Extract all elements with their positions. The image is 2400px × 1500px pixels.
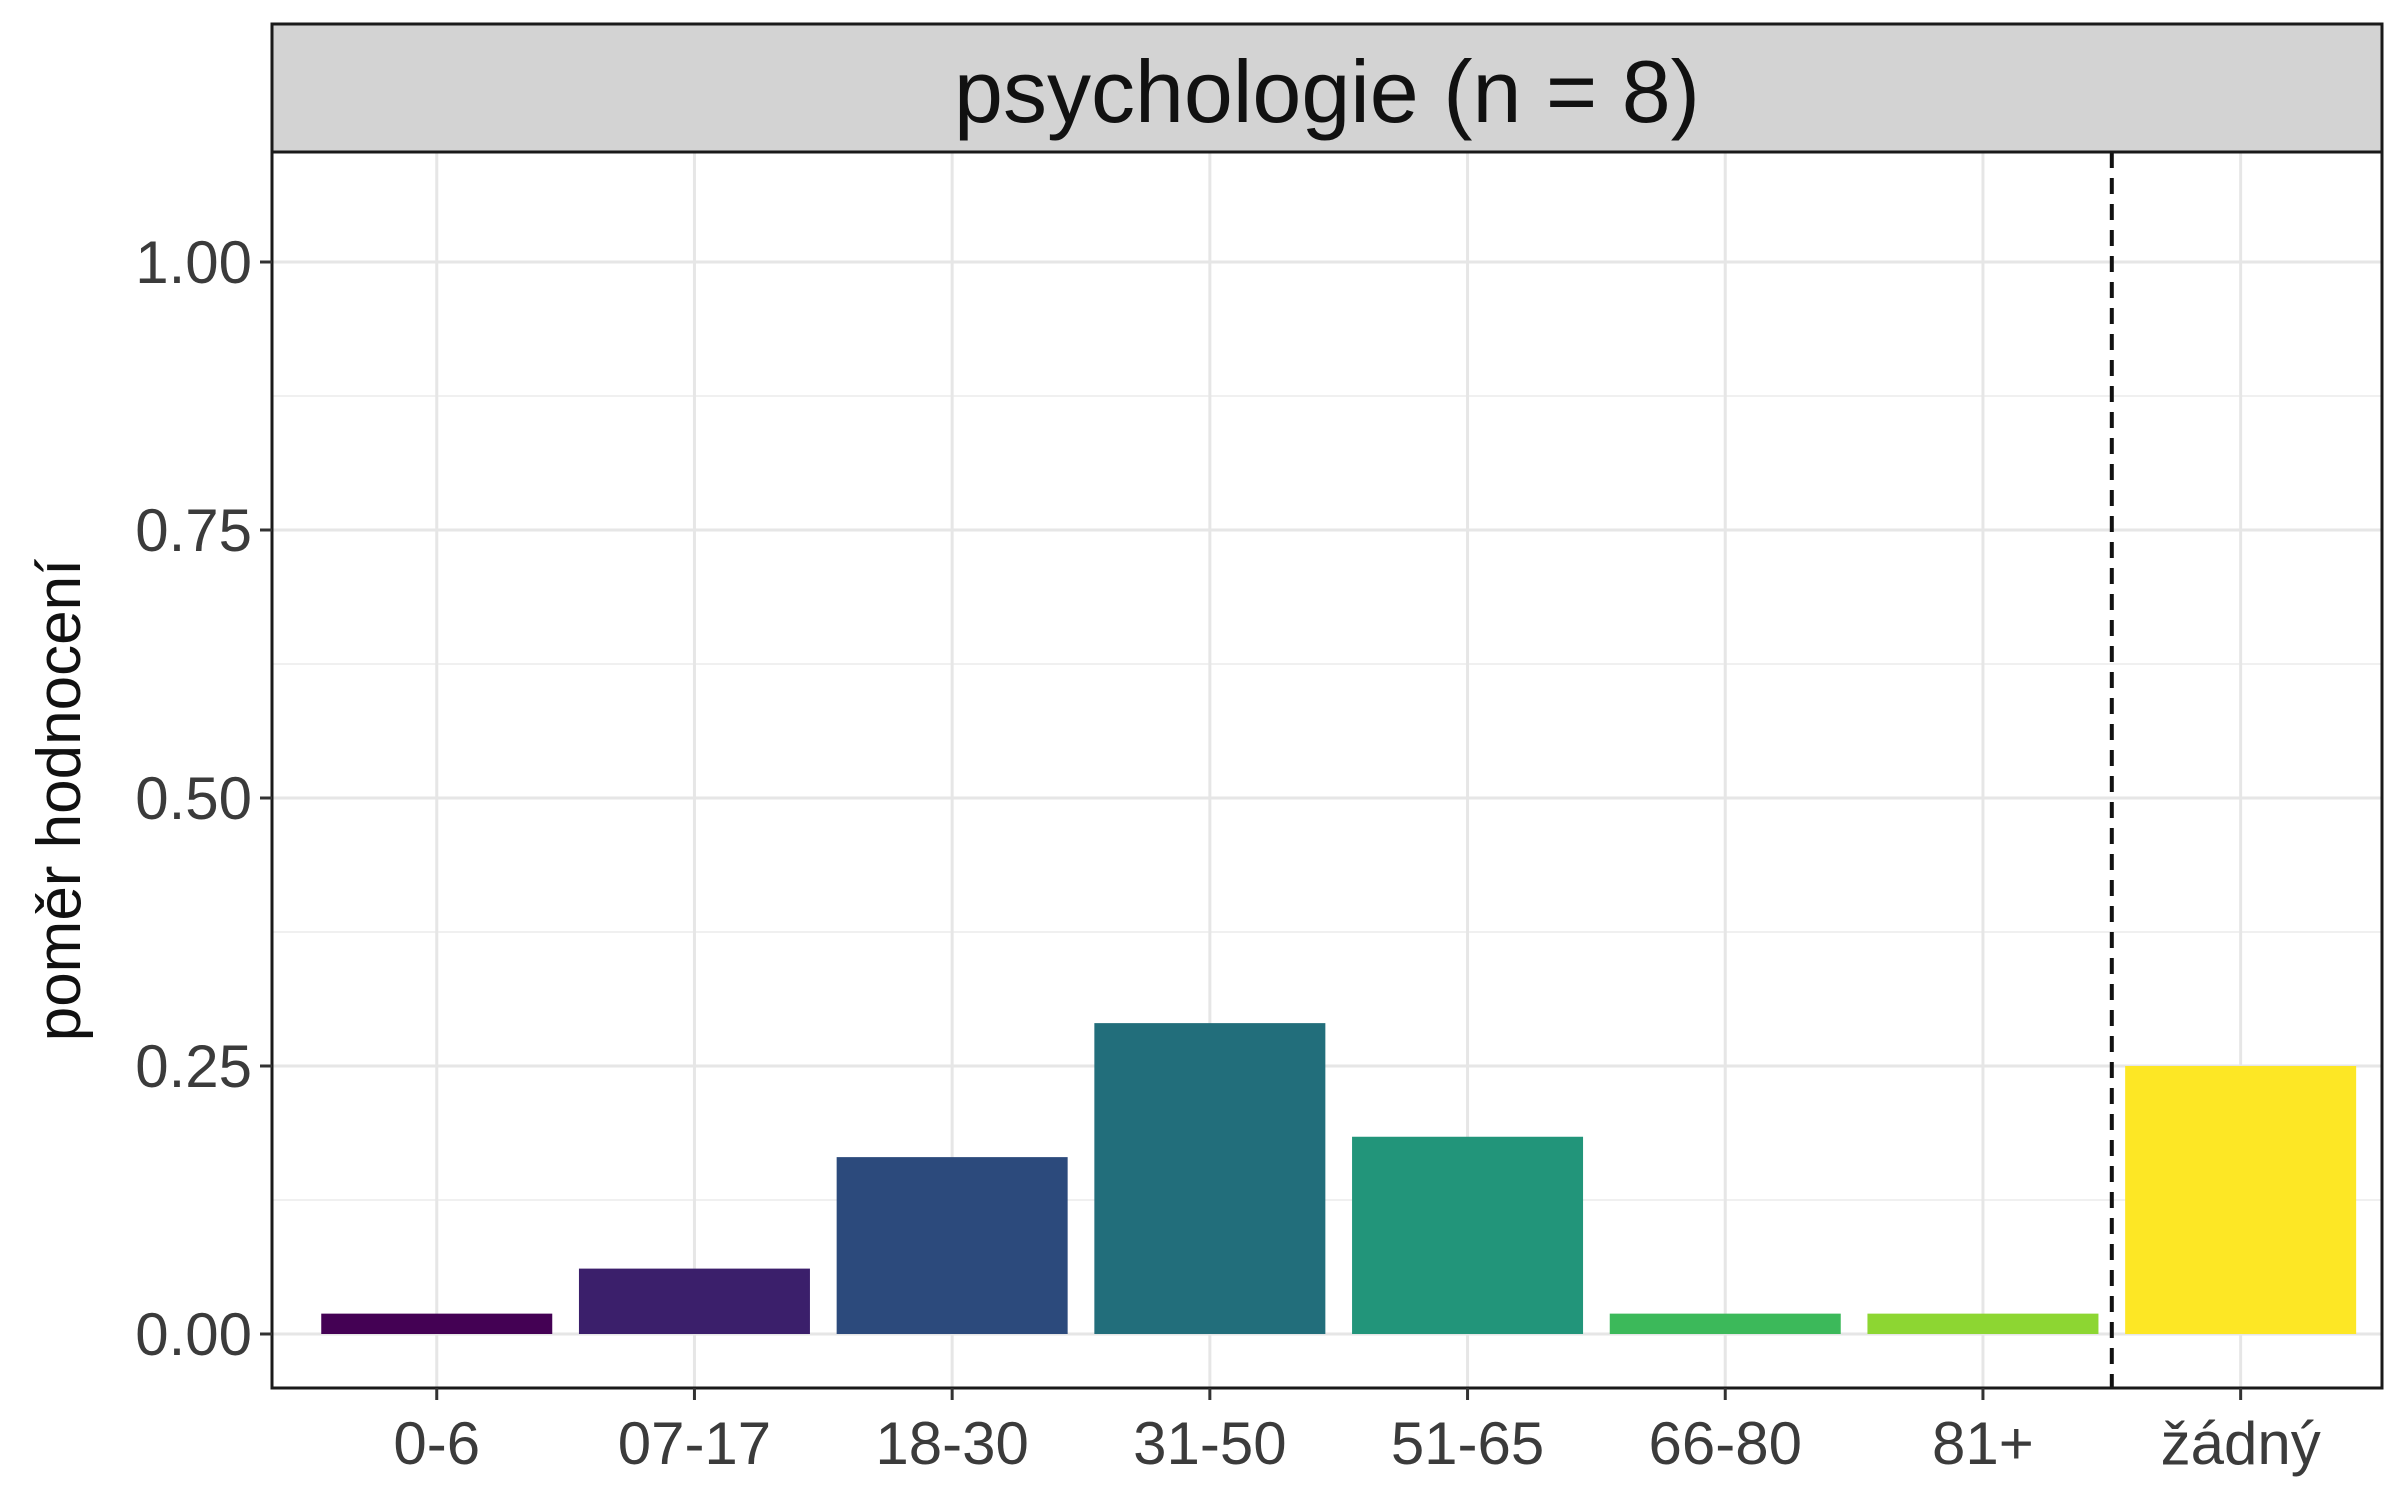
bar-07-17 xyxy=(578,1268,810,1334)
x-tick-label: žádný xyxy=(2161,1410,2321,1477)
y-tick-label: 1.00 xyxy=(135,229,252,296)
y-tick-label: 0.75 xyxy=(135,497,252,564)
bars xyxy=(321,1023,2357,1334)
bar-18-30 xyxy=(836,1157,1068,1334)
y-tick-label: 0.00 xyxy=(135,1301,252,1368)
bar-66-80 xyxy=(1609,1313,1841,1334)
bar-žádný xyxy=(2125,1066,2357,1334)
plot-panel xyxy=(272,152,2382,1388)
x-tick-label: 07-17 xyxy=(618,1410,771,1477)
bar-51-65 xyxy=(1352,1136,1584,1334)
x-tick-label: 51-65 xyxy=(1391,1410,1544,1477)
x-axis: 0-6 07-17 18-30 31-50 51-65 66-80 81+ žádný xyxy=(393,1388,2321,1477)
y-axis: 0.00 0.25 0.50 0.75 1.00 xyxy=(135,229,272,1368)
x-tick-label: 31-50 xyxy=(1133,1410,1286,1477)
y-tick-label: 0.25 xyxy=(135,1033,252,1100)
x-tick-label: 81+ xyxy=(1932,1410,2034,1477)
bar-0-6 xyxy=(321,1313,553,1334)
y-axis-title: poměr hodnocení xyxy=(25,559,94,1042)
bar-81+ xyxy=(1867,1313,2099,1334)
chart-title: psychologie (n = 8) xyxy=(954,42,1700,141)
x-tick-label: 0-6 xyxy=(393,1410,480,1477)
y-tick-label: 0.50 xyxy=(135,765,252,832)
bar-31-50 xyxy=(1094,1023,1326,1334)
plot-border xyxy=(270,150,2384,1390)
grid-lines xyxy=(272,152,2382,1388)
x-tick-label: 66-80 xyxy=(1649,1410,1802,1477)
x-tick-label: 18-30 xyxy=(875,1410,1028,1477)
strip-background xyxy=(270,22,2384,154)
